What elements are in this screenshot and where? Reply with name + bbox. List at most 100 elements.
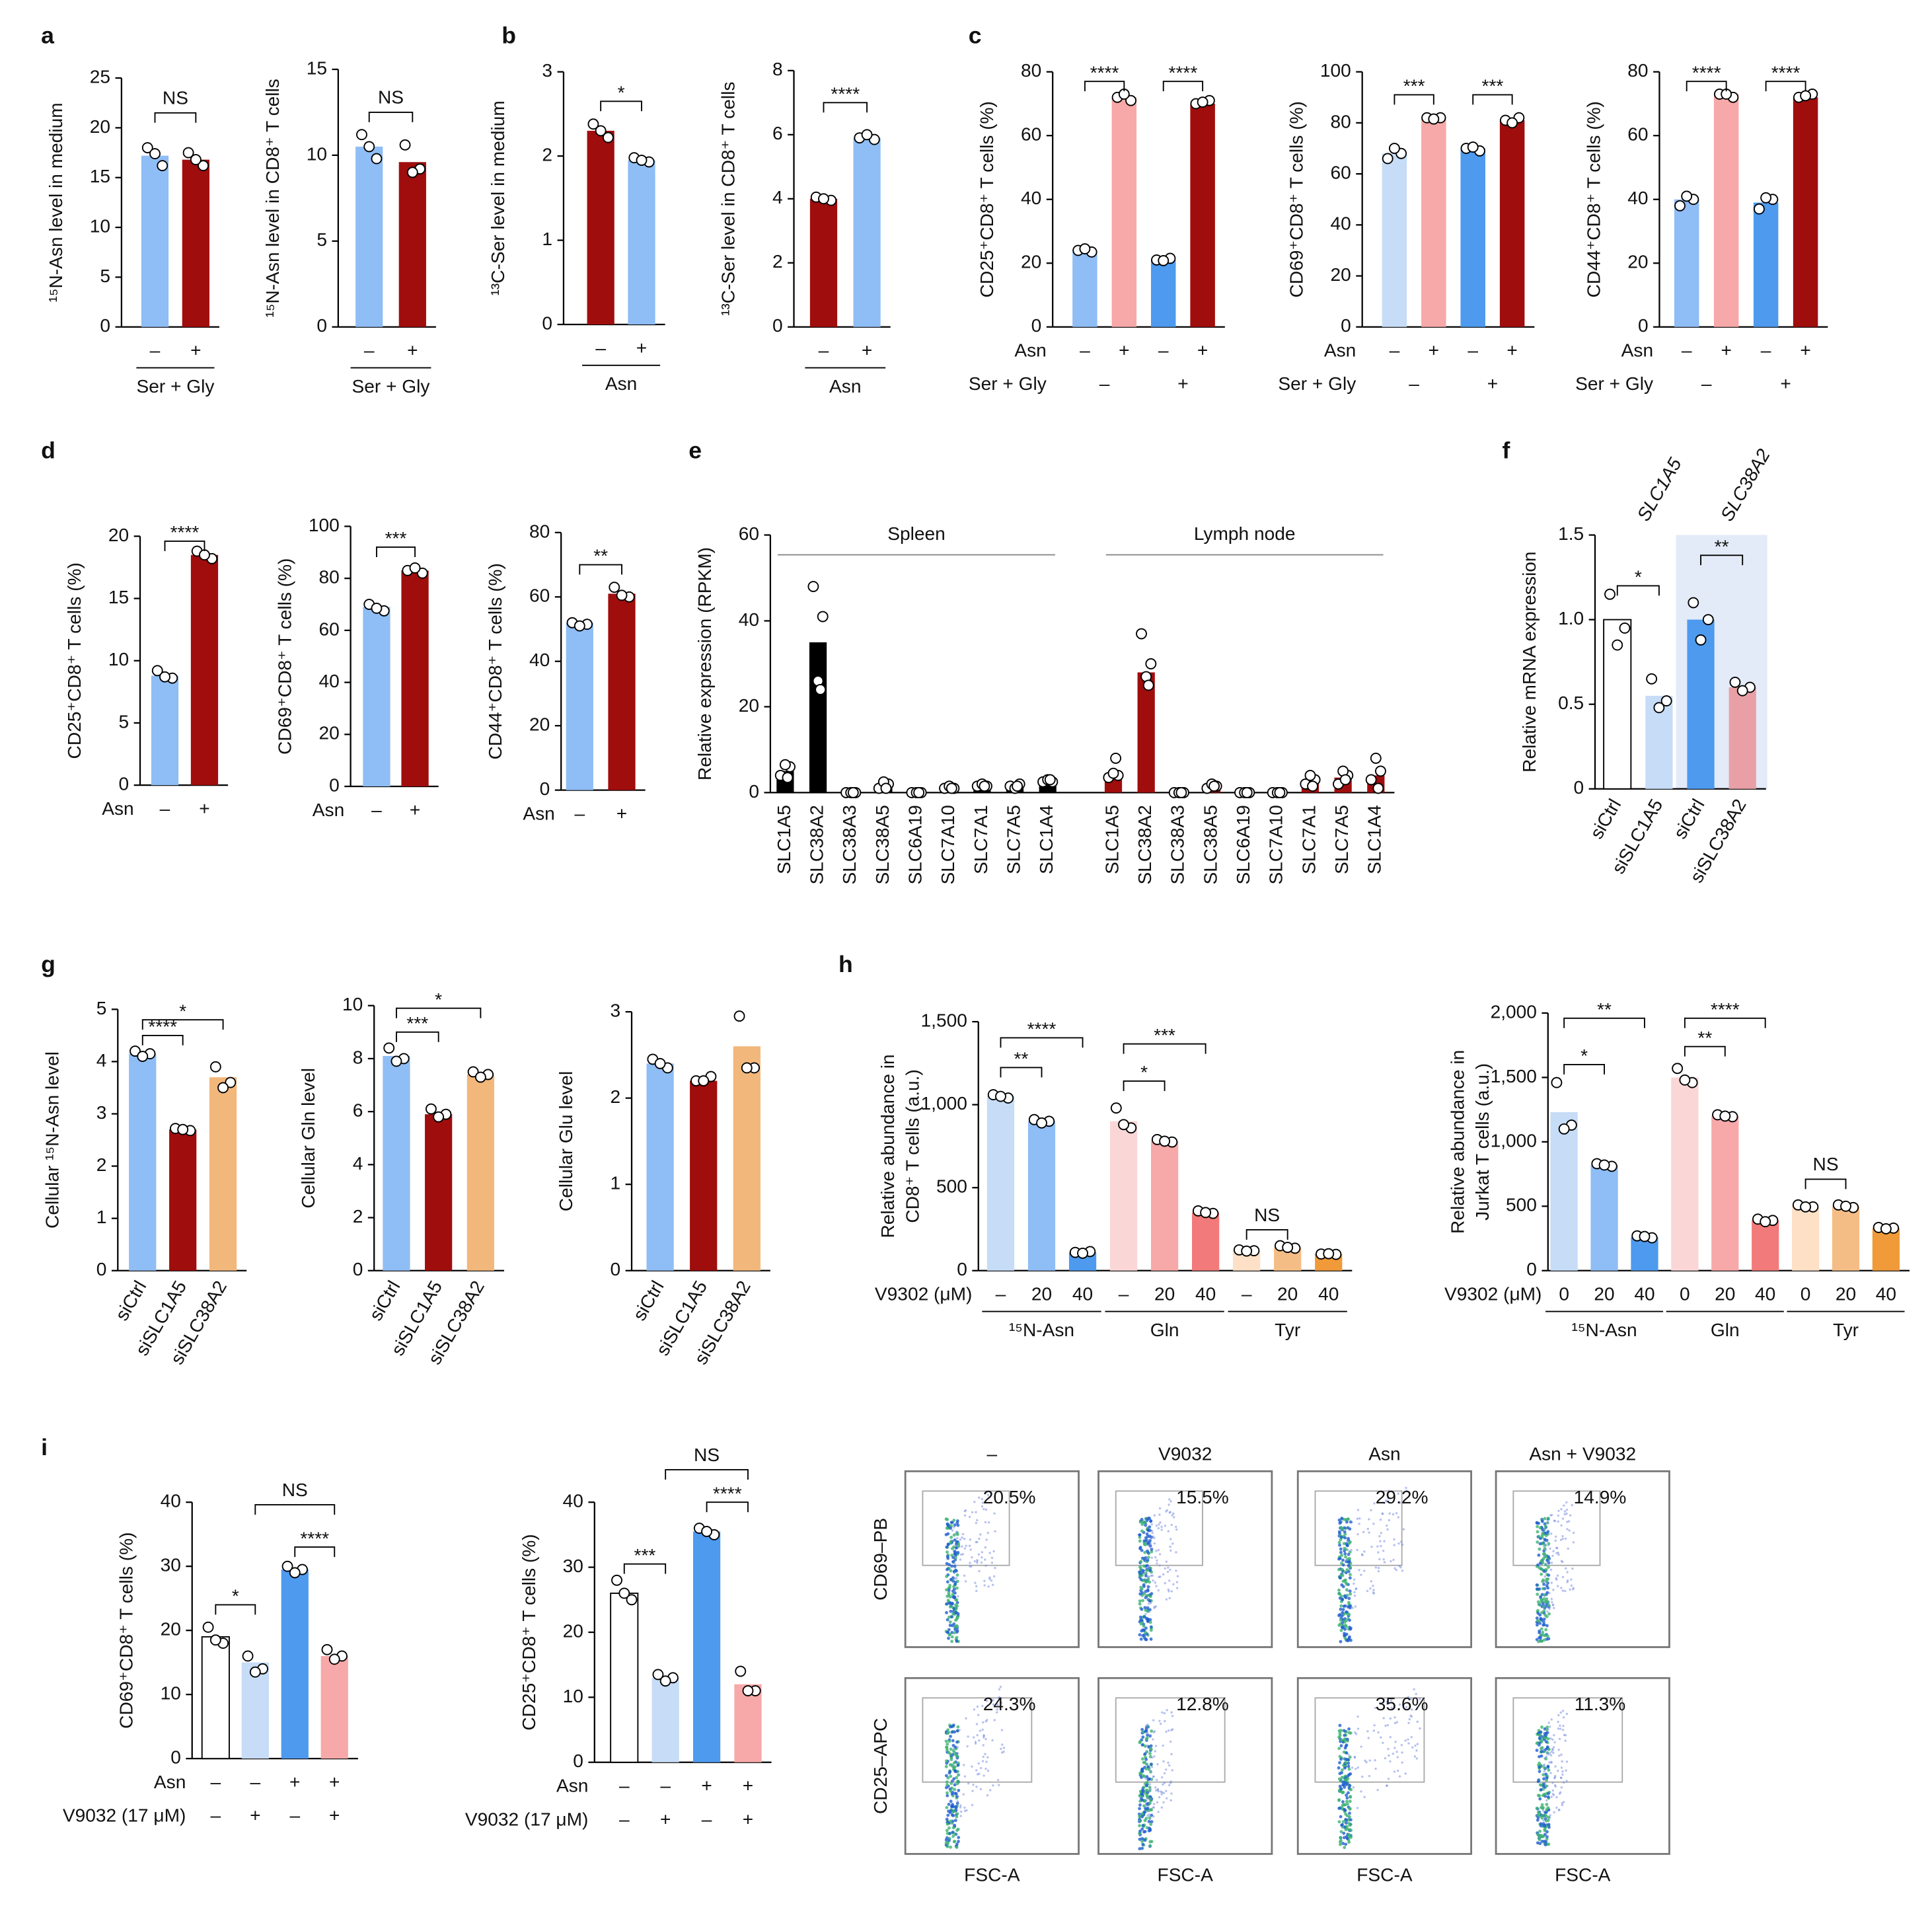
event-dot: [987, 1585, 990, 1588]
event-dot: [951, 1589, 955, 1593]
event-dot: [1143, 1760, 1147, 1764]
event-dot: [1545, 1540, 1548, 1543]
event-dot: [947, 1739, 951, 1743]
event-dot: [1542, 1748, 1545, 1751]
x-axis-label: FSC-A: [964, 1865, 1020, 1885]
event-dot: [1542, 1819, 1545, 1822]
event-dot: [950, 1792, 954, 1796]
event-dot: [986, 1756, 989, 1758]
event-dot: [951, 1805, 955, 1809]
event-dot: [1363, 1795, 1366, 1799]
event-dot: [1535, 1616, 1539, 1620]
event-dot: [1549, 1754, 1553, 1757]
event-dot: [990, 1579, 993, 1582]
event-dot: [1142, 1804, 1146, 1808]
event-dot: [990, 1556, 994, 1560]
event-dot: [1546, 1765, 1550, 1769]
event-dot: [1536, 1593, 1540, 1597]
significance-bracket: [368, 111, 414, 122]
event-dot: [956, 1827, 960, 1831]
x-tick-label: +: [1197, 340, 1208, 361]
event-dot: [1141, 1824, 1145, 1827]
event-dot: [1341, 1579, 1345, 1583]
event-dot: [946, 1842, 949, 1846]
event-dot: [946, 1813, 950, 1817]
data-point: [1145, 658, 1157, 669]
y-tick-label: 3: [542, 60, 552, 81]
y-tick-label: 20: [739, 695, 759, 716]
x-tick-label: –: [595, 338, 606, 358]
x-tick-label: +: [743, 1776, 753, 1796]
event-dot: [1338, 1760, 1341, 1764]
event-dot: [953, 1556, 957, 1560]
x-tick-label: SLC7A10: [938, 805, 958, 884]
event-dot: [949, 1752, 952, 1756]
event-dot: [981, 1728, 984, 1731]
x-tick-label: –: [619, 1776, 630, 1796]
y-axis-label: CD44⁺CD8⁺ T cells (%): [1583, 101, 1604, 297]
event-dot: [978, 1537, 981, 1540]
event-dot: [1147, 1820, 1151, 1823]
event-dot: [965, 1717, 967, 1720]
event-dot: [950, 1547, 954, 1550]
y-tick-label: 0: [772, 315, 783, 336]
event-dot: [1540, 1627, 1543, 1631]
significance-bracket: [1686, 81, 1727, 92]
event-dot: [1140, 1757, 1144, 1761]
event-dot: [985, 1538, 988, 1541]
event-dot: [1405, 1490, 1408, 1492]
event-dot: [956, 1752, 959, 1755]
bar: [182, 159, 209, 327]
event-dot: [1149, 1538, 1152, 1541]
event-dot: [1563, 1513, 1566, 1516]
event-dot: [1539, 1730, 1543, 1734]
event-dot: [1393, 1538, 1395, 1541]
event-dot: [946, 1630, 949, 1634]
event-dot: [971, 1765, 973, 1768]
event-dot: [1544, 1628, 1548, 1632]
event-dot: [1372, 1585, 1374, 1587]
event-dot: [1545, 1835, 1549, 1838]
x-tick-label: SLC6A19: [1233, 805, 1253, 884]
event-dot: [1348, 1799, 1352, 1803]
significance-label: **: [1697, 1028, 1712, 1048]
event-dot: [1542, 1545, 1545, 1548]
event-dot: [1175, 1551, 1177, 1554]
event-dot: [1545, 1799, 1548, 1802]
column-label: V9032: [1158, 1443, 1212, 1464]
event-dot: [951, 1560, 955, 1564]
data-point: [995, 1090, 1006, 1102]
x-tick-label: –: [660, 1776, 671, 1796]
event-dot: [956, 1523, 960, 1527]
event-dot: [955, 1776, 959, 1780]
event-dot: [1170, 1590, 1173, 1593]
significance-label: **: [1715, 536, 1729, 556]
event-dot: [1387, 1747, 1390, 1751]
event-dot: [1542, 1623, 1546, 1627]
event-dot: [946, 1794, 949, 1797]
event-dot: [1535, 1583, 1539, 1587]
event-dot: [1341, 1558, 1345, 1562]
event-dot: [1146, 1575, 1150, 1578]
row-label: Asn: [102, 798, 133, 819]
event-dot: [968, 1544, 971, 1547]
event-dot: [998, 1688, 1001, 1690]
event-dot: [1540, 1839, 1544, 1843]
event-dot: [1150, 1574, 1153, 1577]
event-dot: [946, 1580, 949, 1584]
event-dot: [1536, 1833, 1540, 1836]
x-tick-label: –: [1682, 340, 1692, 361]
event-dot: [1168, 1503, 1170, 1506]
significance-bracket: [623, 1563, 667, 1574]
data-point: [618, 1587, 630, 1599]
event-dot: [974, 1742, 977, 1745]
event-dot: [1537, 1640, 1541, 1644]
event-dot: [1346, 1539, 1349, 1542]
event-dot: [1340, 1771, 1344, 1774]
event-dot: [1554, 1539, 1557, 1542]
event-dot: [1157, 1548, 1160, 1552]
event-dot: [1565, 1501, 1568, 1504]
x-tick-label: –: [1099, 373, 1110, 394]
data-point: [1674, 200, 1686, 211]
